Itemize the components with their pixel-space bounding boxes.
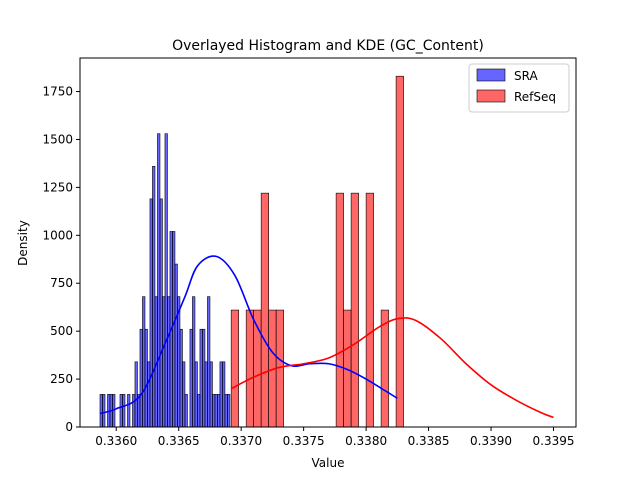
x-tick-label: 0.3375 <box>283 434 325 448</box>
x-tick-label: 0.3395 <box>533 434 575 448</box>
y-tick-label: 0 <box>65 420 73 434</box>
x-tick-label: 0.3370 <box>220 434 262 448</box>
sra-bar <box>152 166 156 428</box>
legend-swatch-sra <box>476 68 506 82</box>
sra-bar <box>222 361 226 428</box>
sra-bar <box>189 328 193 428</box>
refseq-bar <box>335 192 344 428</box>
y-tick-label: 500 <box>50 324 73 338</box>
sra-bar <box>204 361 208 428</box>
sra-kde-line <box>99 255 398 415</box>
sra-bar <box>172 231 176 428</box>
sra-bar <box>197 394 201 428</box>
refseq-bar <box>245 309 254 428</box>
sra-bar <box>182 361 186 428</box>
x-tick-label: 0.3385 <box>408 434 450 448</box>
y-axis-label: Density <box>16 220 30 266</box>
sra-bar <box>139 328 143 428</box>
sra-bar <box>167 296 171 428</box>
sra-bar <box>149 198 153 428</box>
y-tick-label: 1500 <box>42 132 73 146</box>
sra-bar <box>227 394 231 428</box>
y-tick-label: 1000 <box>42 228 73 242</box>
chart-title: Overlayed Histogram and KDE (GC_Content) <box>172 38 484 54</box>
sra-bar <box>219 361 223 428</box>
y-tick-label: 750 <box>50 276 73 290</box>
sra-bar <box>192 296 196 428</box>
plot-frame <box>79 57 577 428</box>
sra-bar <box>194 361 198 428</box>
sra-bar <box>209 361 213 428</box>
x-axis-label: Value <box>312 456 345 470</box>
sra-bar <box>202 328 206 428</box>
sra-bar <box>157 133 161 428</box>
sra-bar <box>212 394 216 428</box>
sra-bar <box>177 296 181 428</box>
refseq-bar <box>365 192 374 428</box>
legend-label-sra: SRA <box>514 69 538 83</box>
kde-layer <box>99 255 554 419</box>
sra-bar <box>144 328 148 428</box>
sra-bar <box>122 394 126 428</box>
y-axis-ticks: 0 250 500 750 1000 1250 1500 1750 <box>42 85 80 434</box>
sra-bar <box>99 394 103 428</box>
sra-bar <box>159 198 163 428</box>
sra-bar <box>214 394 218 428</box>
x-tick-label: 0.3360 <box>95 434 137 448</box>
refseq-kde-line <box>230 317 554 419</box>
sra-bar <box>199 328 203 428</box>
sra-bar <box>217 394 221 428</box>
legend-swatch-refseq <box>476 89 506 103</box>
sra-bar <box>207 296 211 428</box>
sra-bar <box>164 133 168 428</box>
sra-bar <box>162 296 166 428</box>
sra-bar <box>102 394 106 428</box>
y-tick-label: 250 <box>50 372 73 386</box>
refseq-bar <box>350 192 359 428</box>
sra-bar <box>119 394 123 428</box>
legend-label-refseq: RefSeq <box>514 90 556 104</box>
legend: SRA RefSeq <box>468 63 570 113</box>
y-tick-label: 1250 <box>42 180 73 194</box>
x-axis-ticks: 0.3360 0.3365 0.3370 0.3375 0.3380 0.3385 0.33… <box>95 427 575 448</box>
sra-bar <box>142 296 146 428</box>
sra-bar <box>184 394 188 428</box>
refseq-bar <box>260 192 269 428</box>
sra-bar <box>147 361 151 428</box>
y-tick-label: 1750 <box>42 85 73 99</box>
sra-bar <box>134 361 138 428</box>
sra-bar <box>174 263 178 428</box>
refseq-bar <box>230 309 239 428</box>
x-tick-label: 0.3390 <box>470 434 512 448</box>
x-tick-label: 0.3380 <box>345 434 387 448</box>
sra-bar <box>179 328 183 428</box>
sra-bar <box>127 394 131 428</box>
refseq-bar <box>395 75 404 428</box>
sra-bar <box>224 394 228 428</box>
refseq-bar <box>380 309 389 428</box>
sra-bar <box>132 394 136 428</box>
x-tick-label: 0.3365 <box>158 434 200 448</box>
